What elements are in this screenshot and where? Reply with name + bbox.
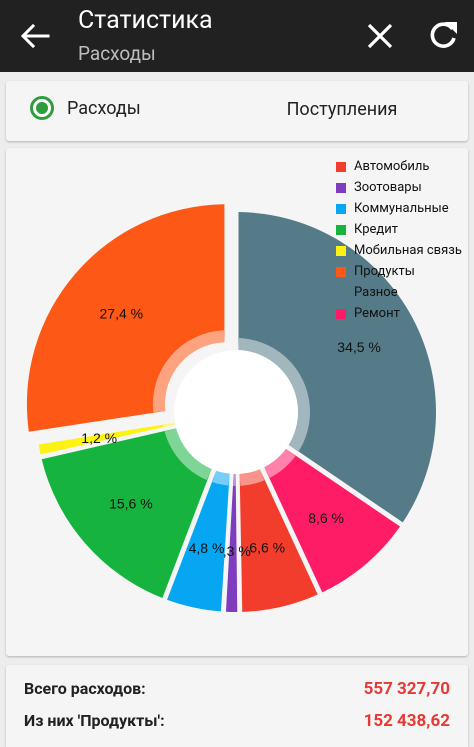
total-expenses-value: 557 327,70 [363,679,450,699]
chart-card: 34,5 % 8,6 % 6,6 % 1,3 % 4,8 % 15,6 % 1,2 % 27,… [6,148,468,656]
legend-swatch [336,203,346,214]
slice-5[interactable] [167,470,230,612]
slice-7[interactable] [38,422,176,455]
page-subtitle: Расходы [78,42,156,65]
legend-label: Разное [354,285,398,300]
legend-label: Зоотовары [354,180,422,195]
legend-swatch [336,287,346,298]
products-expenses-label: Из них 'Продукты': [24,711,165,730]
legend-label: Мобильная связь [354,243,462,258]
totals-panel: Всего расходов: 557 327,70 Из них 'Проду… [6,665,468,747]
products-expenses-value: 152 438,62 [363,711,450,731]
income-option[interactable]: Поступления [286,99,398,120]
slice-1-inner-ring [238,338,310,452]
slice-3[interactable] [239,469,318,612]
legend-swatch [336,224,346,235]
page-title: Статистика [78,6,213,35]
products-expenses-row: Из них 'Продукты': 152 438,62 [24,711,450,731]
slice-5-inner-ring [212,470,230,486]
chart-legend: Автомобиль Зоотовары Коммунальные Кредит Моб… [336,156,462,324]
slice-2-arc[interactable] [264,448,400,593]
legend-label: Продукты [354,264,415,279]
slice-4-arc[interactable] [225,473,238,613]
slice-6-label: 15,6 % [109,495,153,511]
slice-4[interactable] [225,473,238,613]
legend-item: Ремонт [336,303,462,324]
close-icon[interactable] [364,20,396,52]
expenses-option-label: Расходы [67,97,141,119]
slice-7-label: 1,2 % [81,430,117,446]
slice-1[interactable] [238,212,436,523]
expenses-option[interactable]: Расходы [30,96,141,120]
legend-item: Автомобиль [336,156,462,177]
legend-label: Ремонт [354,306,400,321]
legend-label: Коммунальные [354,201,449,216]
slice-6[interactable] [41,428,212,598]
legend-label: Автомобиль [354,159,430,174]
legend-item: Мобильная связь [336,240,462,261]
pie-chart: 34,5 %8,6 %6,6 %1,3 %4,8 %15,6 %1,2 %27,… [26,204,436,613]
slice-5-arc[interactable] [167,470,230,612]
type-selector: Расходы Поступления [6,81,468,141]
slice-6-arc[interactable] [41,428,212,598]
total-expenses-row: Всего расходов: 557 327,70 [24,679,450,699]
legend-swatch [336,266,346,277]
slice-1-label: 34,5 % [337,339,381,355]
slice-6-inner-ring [164,428,212,481]
slice-4-inner-ring [233,473,236,486]
legend-item: Кредит [336,219,462,240]
legend-item: Разное [336,282,462,303]
slice-8-label: 27,4 % [100,305,144,321]
radio-selected-dot [36,102,48,114]
slice-3-label: 6,6 % [249,540,285,556]
app-bar: Статистика Расходы [0,0,474,72]
legend-swatch [336,161,346,172]
expenses-radio[interactable] [30,96,54,120]
slice-2-inner-ring [264,448,296,478]
legend-item: Продукты [336,261,462,282]
refresh-icon[interactable] [426,18,460,52]
slice-7-arc[interactable] [38,422,176,455]
slice-2-label: 8,6 % [308,510,344,526]
slice-1-arc[interactable] [238,212,436,523]
total-expenses-label: Всего расходов: [24,679,146,698]
legend-swatch [336,308,346,319]
slice-5-label: 4,8 % [189,540,225,556]
slice-7-inner-ring [163,422,176,427]
legend-label: Кредит [354,222,399,237]
legend-item: Зоотовары [336,177,462,198]
slice-8-inner-ring [152,330,225,413]
slice-8-arc[interactable] [26,204,225,432]
slice-8[interactable] [26,204,225,432]
back-arrow-icon[interactable] [18,20,52,52]
legend-swatch [336,182,346,193]
slice-3-arc[interactable] [239,469,318,612]
slice-2[interactable] [264,448,400,593]
legend-swatch [336,245,346,256]
donut-hole [174,350,298,474]
legend-item: Коммунальные [336,198,462,219]
slice-3-inner-ring [239,469,265,486]
